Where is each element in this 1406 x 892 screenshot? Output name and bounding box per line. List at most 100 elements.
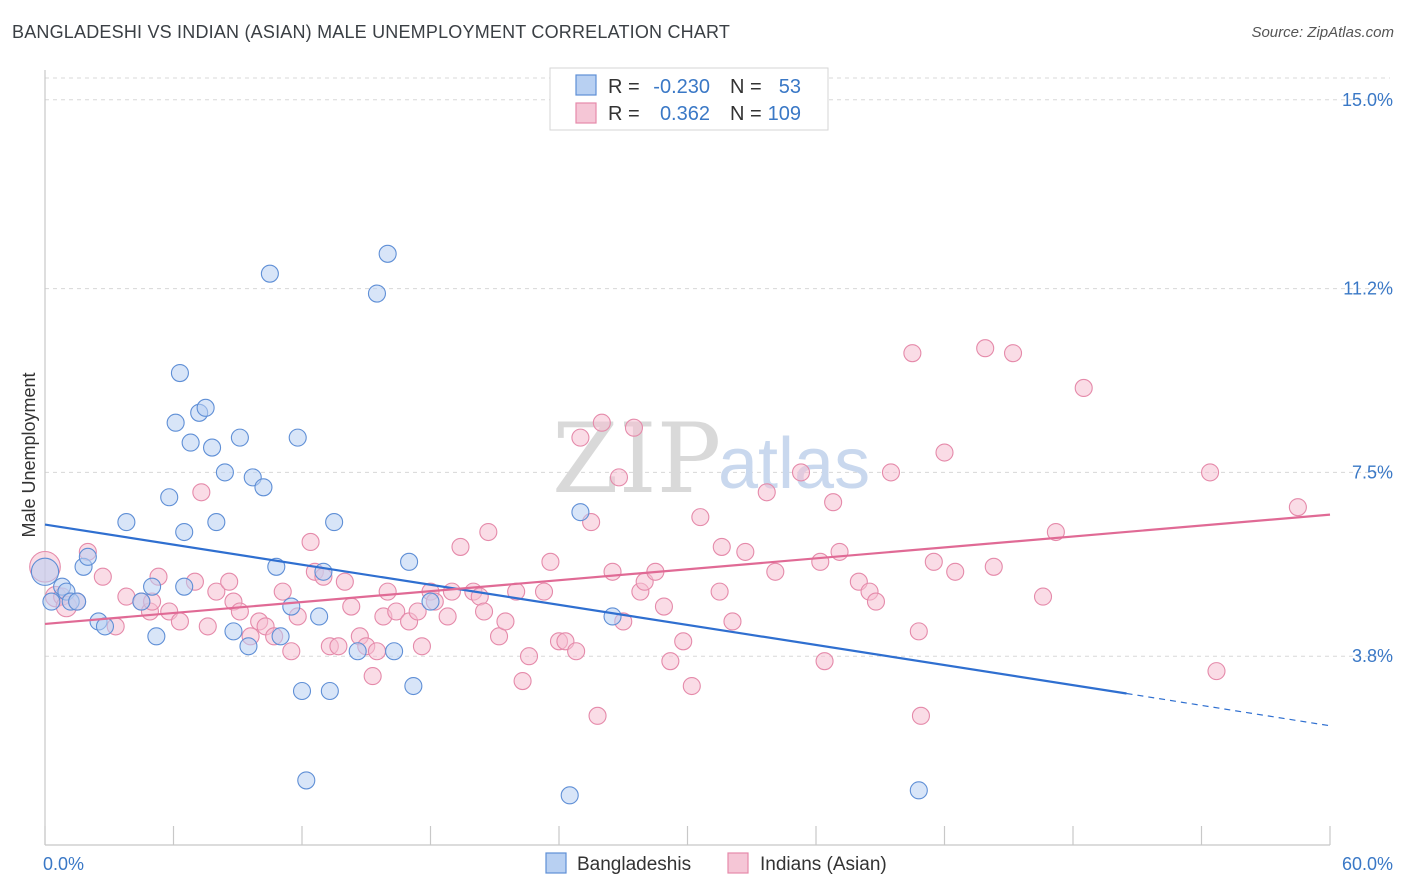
y-tick-label-3: 15.0%	[1342, 90, 1393, 110]
indians-asian-point	[1201, 463, 1220, 482]
legend-r-label-1: R =	[608, 76, 640, 98]
bangladeshi-point	[909, 781, 928, 800]
indians-asian-trendline	[44, 513, 1331, 626]
indians-asian-point	[198, 617, 217, 636]
x-tick-label-max: 60.0%	[1342, 854, 1393, 874]
chart-source: Source: ZipAtlas.com	[1251, 24, 1394, 41]
indians-asian-point	[881, 463, 901, 482]
indians-asian-point	[609, 468, 629, 487]
indians-asian-point	[117, 587, 136, 606]
indians-asian-point	[571, 428, 590, 447]
indians-asian-point	[170, 612, 189, 631]
indians-asian-point	[378, 582, 397, 601]
legend-n-value-1: 53	[779, 76, 801, 98]
indians-asian-point	[624, 418, 644, 437]
trendlines	[44, 513, 1331, 727]
indians-asian-point	[412, 637, 431, 656]
bangladeshi-point	[95, 617, 115, 636]
bangladeshi-point	[160, 488, 179, 507]
indians-asian-point	[1003, 344, 1023, 363]
indians-asian-point	[603, 562, 622, 581]
indians-asian-point	[329, 637, 348, 656]
gridlines	[45, 77, 1390, 657]
indians-asian-point	[273, 582, 292, 601]
bottom-legend-label-bangladeshis: Bangladeshis	[577, 854, 691, 875]
bangladeshi-point	[288, 428, 307, 447]
bangladeshi-point	[170, 363, 189, 383]
legend-n-label-1: N =	[730, 76, 762, 98]
indians-asian-point	[335, 572, 354, 591]
indians-asian-point	[1074, 378, 1093, 397]
y-tick-label-1: 7.5%	[1352, 462, 1393, 482]
bangladeshi-point	[166, 413, 185, 432]
indians-asian-point	[691, 508, 710, 527]
indians-asian-point	[736, 542, 755, 561]
bangladeshi-point	[181, 433, 200, 452]
bottom-legend-swatch-indians	[727, 852, 749, 874]
indians-asian-point	[791, 463, 811, 482]
indians-asian-point	[682, 676, 701, 696]
indians-asian-point	[342, 597, 361, 616]
x-tick-label-min: 0.0%	[43, 854, 84, 874]
indians-asian-point	[541, 552, 560, 571]
series-legend: Bangladeshis Indians (Asian)	[545, 852, 887, 875]
indians-asian-point	[710, 582, 729, 601]
bangladeshi-point	[400, 552, 419, 571]
bangladeshi-point	[385, 642, 404, 661]
indians-asian-point	[976, 339, 995, 358]
bangladeshi-point	[147, 627, 166, 646]
bangladeshi-point	[68, 592, 87, 611]
indians-asian-point	[534, 582, 554, 601]
bangladeshi-point	[196, 398, 215, 417]
bangladeshi-point	[203, 438, 222, 457]
y-tick-label-0: 3.8%	[1352, 646, 1393, 666]
indians-asian-point	[363, 667, 382, 686]
bangladeshi-point	[132, 592, 151, 611]
indians-asian-point	[712, 537, 731, 556]
bottom-legend-swatch-bangladeshis	[545, 852, 567, 874]
bangladeshi-point	[378, 244, 397, 263]
indians-asian-point	[757, 483, 776, 502]
indians-asian-point	[1207, 662, 1226, 681]
indians-asian-point	[451, 537, 470, 556]
bangladeshi-point	[297, 771, 316, 790]
y-tick-labels: 3.8% 7.5% 11.2% 15.0%	[1342, 90, 1393, 666]
indians-asian-point	[282, 642, 301, 661]
indians-asian-point	[911, 706, 930, 725]
bangladeshi-trendline	[44, 523, 1127, 695]
indians-asian-point	[824, 493, 843, 512]
legend-swatch-indians	[575, 102, 597, 124]
bangladeshi-point	[310, 607, 329, 626]
indians-asian-point	[811, 552, 830, 571]
indians-asian-point	[866, 592, 886, 611]
bangladeshi-point	[30, 557, 60, 586]
series-bangladeshis-points	[30, 244, 928, 805]
indians-asian-point	[674, 632, 693, 651]
bangladeshi-point	[314, 562, 333, 581]
bangladeshi-point	[571, 503, 590, 522]
indians-asian-point	[654, 597, 673, 616]
bottom-legend-label-indians: Indians (Asian)	[760, 854, 887, 875]
series-indians-asian-points	[29, 339, 1307, 725]
x-axis-ticks	[44, 826, 1331, 845]
legend-n-label-2: N =	[730, 103, 762, 125]
indians-asian-point	[387, 602, 406, 621]
indians-asian-point	[903, 344, 922, 363]
indians-asian-point	[723, 612, 742, 631]
bangladeshi-point	[320, 681, 339, 701]
indians-asian-point	[935, 443, 954, 462]
y-axis-title: Male Unemployment	[19, 372, 39, 537]
bangladeshi-point	[239, 637, 258, 656]
chart-title: BANGLADESHI VS INDIAN (ASIAN) MALE UNEMP…	[12, 22, 731, 42]
indians-asian-point	[815, 652, 834, 671]
indians-asian-point	[479, 522, 498, 542]
bangladeshi-point	[230, 428, 249, 447]
bangladeshi-point	[603, 607, 622, 626]
bangladeshi-point	[560, 786, 579, 805]
bangladeshi-point	[348, 642, 367, 661]
indians-asian-point	[93, 567, 112, 586]
indians-asian-point	[408, 602, 427, 621]
indians-asian-point	[496, 612, 515, 631]
legend-r-value-2: 0.362	[660, 103, 710, 125]
